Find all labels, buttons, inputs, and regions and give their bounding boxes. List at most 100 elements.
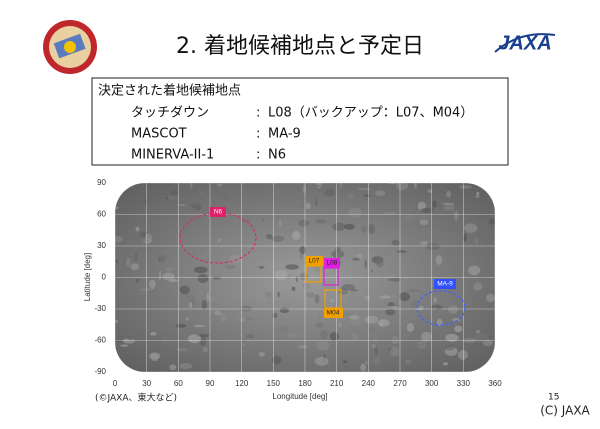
texture — [258, 351, 266, 357]
texture — [464, 223, 478, 233]
x-axis-label: Longitude [deg] — [272, 392, 327, 401]
texture — [412, 329, 423, 337]
y-tick-label: 0 — [102, 273, 107, 282]
x-tick-label: 120 — [235, 379, 249, 388]
texture — [179, 285, 191, 295]
texture — [485, 293, 495, 303]
texture — [474, 333, 488, 343]
texture — [258, 265, 265, 269]
texture — [438, 299, 448, 307]
texture — [443, 205, 451, 211]
texture — [373, 356, 381, 365]
texture — [202, 253, 212, 262]
texture — [404, 214, 416, 222]
texture — [298, 219, 310, 227]
texture — [115, 339, 122, 343]
texture — [148, 279, 156, 290]
texture — [468, 265, 481, 276]
texture — [448, 305, 459, 314]
texture — [217, 238, 221, 243]
texture — [139, 288, 153, 291]
texture — [347, 192, 354, 199]
box-heading: 決定された着地候補地点 — [98, 83, 241, 99]
texture — [245, 318, 253, 321]
site-label: N6 — [214, 209, 223, 216]
texture — [473, 282, 483, 291]
texture — [176, 204, 187, 207]
texture — [193, 266, 208, 274]
texture — [385, 308, 396, 316]
texture — [199, 192, 203, 195]
title: 2. 着地候補地点と予定日 — [176, 34, 424, 59]
texture — [476, 191, 480, 196]
y-axis-label: Latitude [deg] — [83, 253, 92, 301]
texture — [255, 294, 270, 304]
x-tick-label: 300 — [425, 379, 439, 388]
credit: (©JAXA、東大など) — [95, 392, 177, 404]
texture — [195, 203, 202, 211]
texture — [115, 235, 123, 243]
texture — [339, 183, 343, 190]
x-tick-label: 180 — [298, 379, 312, 388]
texture — [361, 225, 367, 234]
texture — [165, 196, 169, 200]
texture — [435, 255, 443, 265]
texture — [349, 290, 355, 300]
texture — [315, 197, 318, 207]
texture — [427, 189, 433, 193]
texture — [285, 264, 299, 270]
texture — [169, 294, 180, 297]
x-tick-label: 0 — [113, 379, 118, 388]
site-label: M04 — [327, 310, 340, 317]
texture — [295, 275, 298, 283]
y-tick-label: -60 — [94, 336, 106, 345]
texture — [433, 297, 437, 304]
texture — [241, 219, 251, 223]
texture — [391, 239, 400, 246]
texture — [459, 185, 472, 189]
texture — [317, 311, 322, 321]
texture — [135, 278, 139, 283]
texture — [442, 362, 449, 366]
row-text: L08（バックアップ：L07、M04） — [268, 106, 473, 121]
row-text: タッチダウン — [131, 106, 209, 121]
texture — [193, 324, 206, 328]
site-markers — [179, 207, 466, 326]
texture — [267, 299, 271, 304]
texture — [158, 254, 167, 263]
texture — [338, 322, 342, 328]
texture — [239, 305, 253, 312]
texture — [417, 214, 431, 221]
texture — [287, 332, 299, 339]
texture — [367, 224, 376, 234]
texture — [413, 183, 418, 189]
texture — [189, 301, 193, 308]
texture — [277, 291, 280, 298]
texture — [444, 344, 456, 351]
texture — [277, 324, 289, 333]
texture — [391, 336, 399, 345]
jaxa-logo: JAXA — [494, 32, 556, 54]
texture — [376, 257, 384, 268]
texture — [175, 323, 187, 328]
texture — [262, 218, 265, 222]
texture — [126, 257, 131, 268]
texture — [475, 237, 478, 245]
texture — [329, 298, 335, 303]
texture — [323, 189, 336, 197]
y-tick-label: -30 — [94, 304, 106, 313]
row-text: : — [256, 127, 260, 142]
texture — [349, 314, 360, 320]
texture — [329, 332, 340, 341]
texture — [245, 334, 255, 339]
texture — [203, 347, 208, 353]
mission-logo — [43, 20, 97, 74]
x-tick-label: 270 — [393, 379, 407, 388]
row-text: : — [256, 106, 260, 121]
texture — [475, 195, 480, 198]
texture — [407, 289, 422, 292]
x-tick-label: 90 — [206, 379, 215, 388]
texture — [186, 293, 196, 302]
texture — [455, 265, 466, 272]
y-tick-label: 90 — [97, 178, 106, 187]
